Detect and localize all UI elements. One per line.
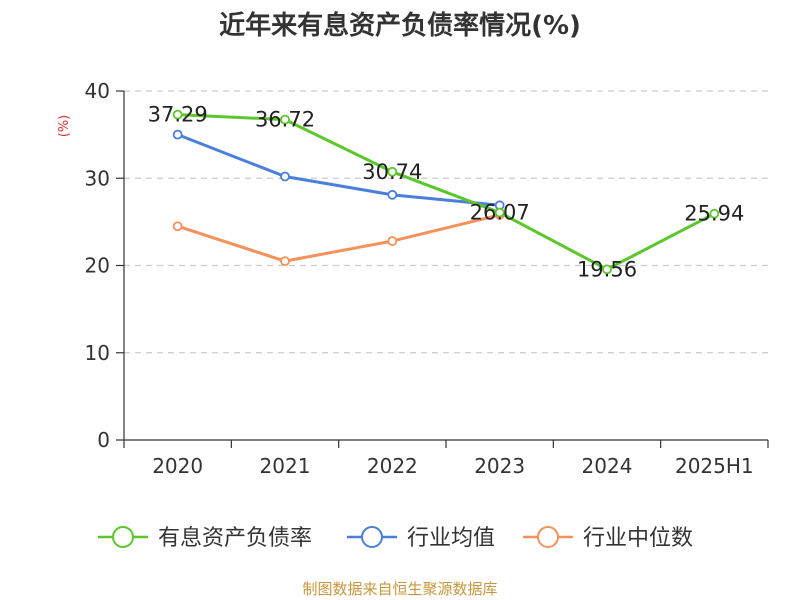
data-point: [387, 166, 398, 177]
series-line: [177, 213, 501, 263]
legend: 有息资产负债率 行业均值 行业中位数: [98, 526, 693, 551]
y-tick-label: 10: [85, 341, 110, 365]
legend-label: 有息资产负债率: [158, 526, 312, 551]
legend-label: 行业中位数: [583, 526, 693, 551]
data-labels: 37.29 36.72 30.74 26.07 19.56 25.94: [148, 103, 745, 282]
x-tick-labels: 2020 2021 2022 2023 2024 2025H1: [152, 454, 753, 478]
y-tick-labels: 0 10 20 30 40: [85, 79, 110, 452]
data-label: 25.94: [684, 202, 744, 226]
legend-marker: [537, 526, 559, 548]
data-point: [387, 189, 398, 200]
data-label: 26.07: [470, 201, 530, 225]
x-tick-label: 2022: [367, 454, 418, 478]
data-point: [494, 207, 505, 218]
data-point: [172, 221, 183, 232]
data-label: 36.72: [255, 108, 315, 132]
legend-marker: [361, 526, 383, 548]
legend-marker: [112, 526, 134, 548]
x-tick-label: 2025H1: [675, 454, 754, 478]
y-tick-label: 40: [85, 79, 110, 103]
data-point: [280, 114, 290, 125]
source-note: 制图数据来自恒生聚源数据库: [302, 580, 497, 598]
y-tick-label: 20: [85, 254, 110, 278]
data-point: [709, 208, 720, 219]
series-line: [177, 113, 716, 271]
series-lines: [172, 109, 720, 275]
y-axis-unit: (%): [57, 115, 72, 138]
axes: [116, 90, 769, 448]
y-tick-label: 30: [85, 166, 110, 190]
chart-title: 近年来有息资产负债率情况(%): [219, 10, 581, 41]
data-point: [387, 236, 398, 246]
x-tick-label: 2021: [260, 454, 311, 478]
series-line: [177, 133, 500, 207]
data-point: [602, 264, 612, 275]
data-point: [280, 256, 290, 267]
data-label: 30.74: [362, 160, 422, 184]
data-point: [280, 171, 290, 182]
grid-lines: [124, 90, 768, 354]
x-tick-label: 2024: [582, 454, 633, 478]
x-tick-label: 2023: [474, 454, 525, 478]
legend-label: 行业均值: [407, 526, 495, 551]
y-tick-label: 0: [97, 428, 110, 452]
data-label: 19.56: [577, 257, 637, 281]
data-point: [172, 129, 183, 140]
x-tick-label: 2020: [152, 454, 203, 478]
data-point: [172, 109, 183, 120]
data-label: 37.29: [148, 103, 208, 127]
